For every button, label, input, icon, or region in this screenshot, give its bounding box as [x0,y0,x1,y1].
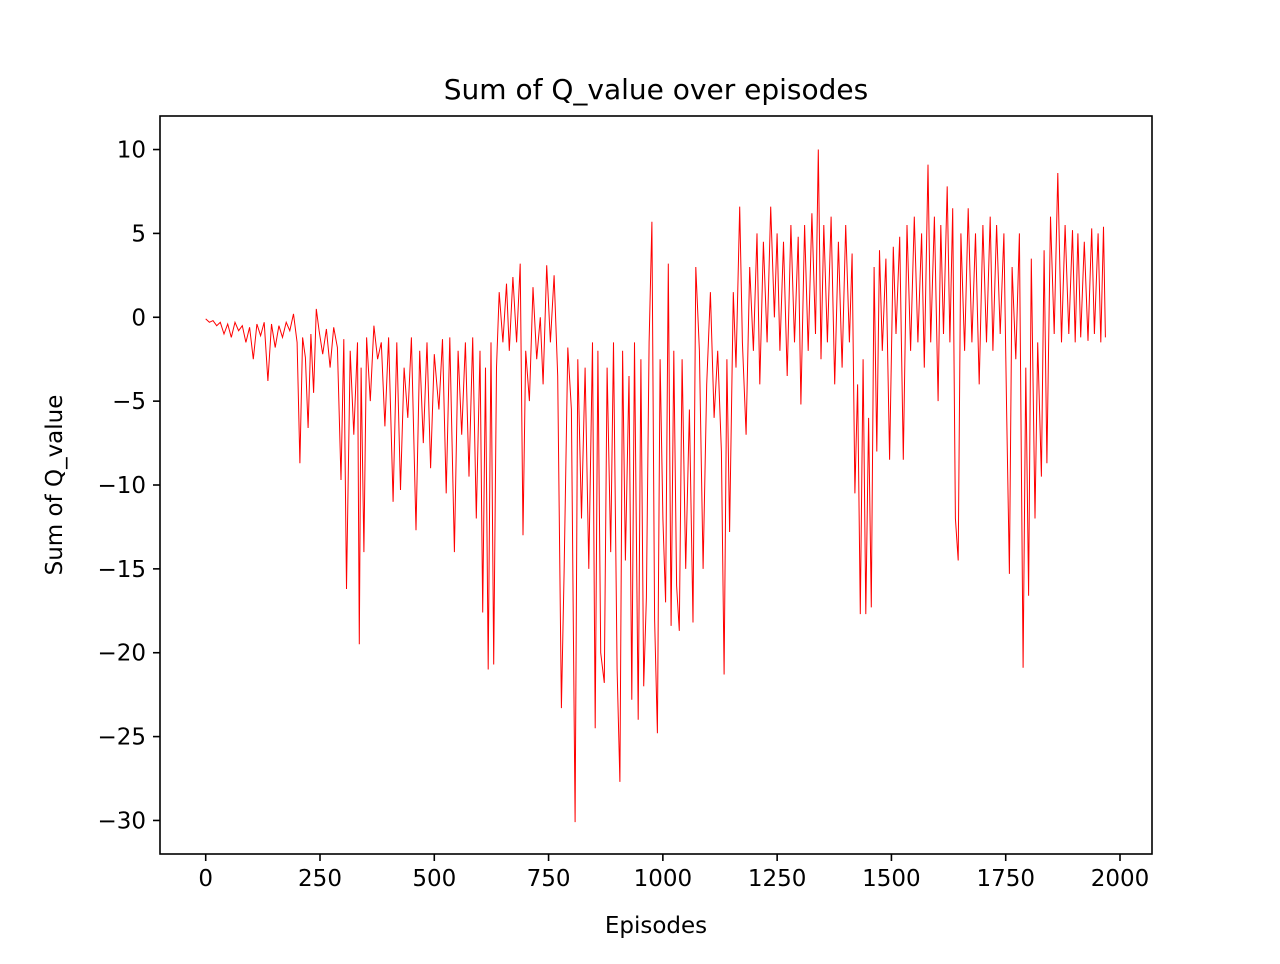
x-axis-ticks: 0 250 500 750 1000 1250 1500 1750 2000 [198,854,1149,892]
chart-title: Sum of Q_value over episodes [444,73,868,106]
y-tick-label: −25 [97,725,146,751]
y-axis-label: Sum of Q_value [42,395,68,576]
y-tick-label: −10 [97,473,146,499]
y-tick-label: 5 [131,221,146,247]
x-tick-label: 1750 [976,866,1035,892]
x-tick-label: 250 [298,866,342,892]
y-tick-label: −15 [97,557,146,583]
x-tick-label: 1250 [748,866,807,892]
x-tick-label: 750 [527,866,571,892]
y-tick-label: −20 [97,641,146,667]
plot-area [205,149,1106,823]
x-tick-label: 2000 [1091,866,1150,892]
y-tick-label: −30 [97,808,146,834]
y-tick-label: 0 [131,305,146,331]
y-tick-label: −5 [112,389,146,415]
y-axis-ticks: 10 5 0 −5 −10 −15 −20 −25 −30 [97,138,160,834]
x-tick-label: 500 [412,866,456,892]
series-line-0 [205,149,1106,823]
x-tick-label: 1500 [862,866,921,892]
x-axis-label: Episodes [605,913,707,939]
y-tick-label: 10 [117,138,146,164]
x-tick-label: 0 [198,866,213,892]
x-tick-label: 1000 [634,866,693,892]
